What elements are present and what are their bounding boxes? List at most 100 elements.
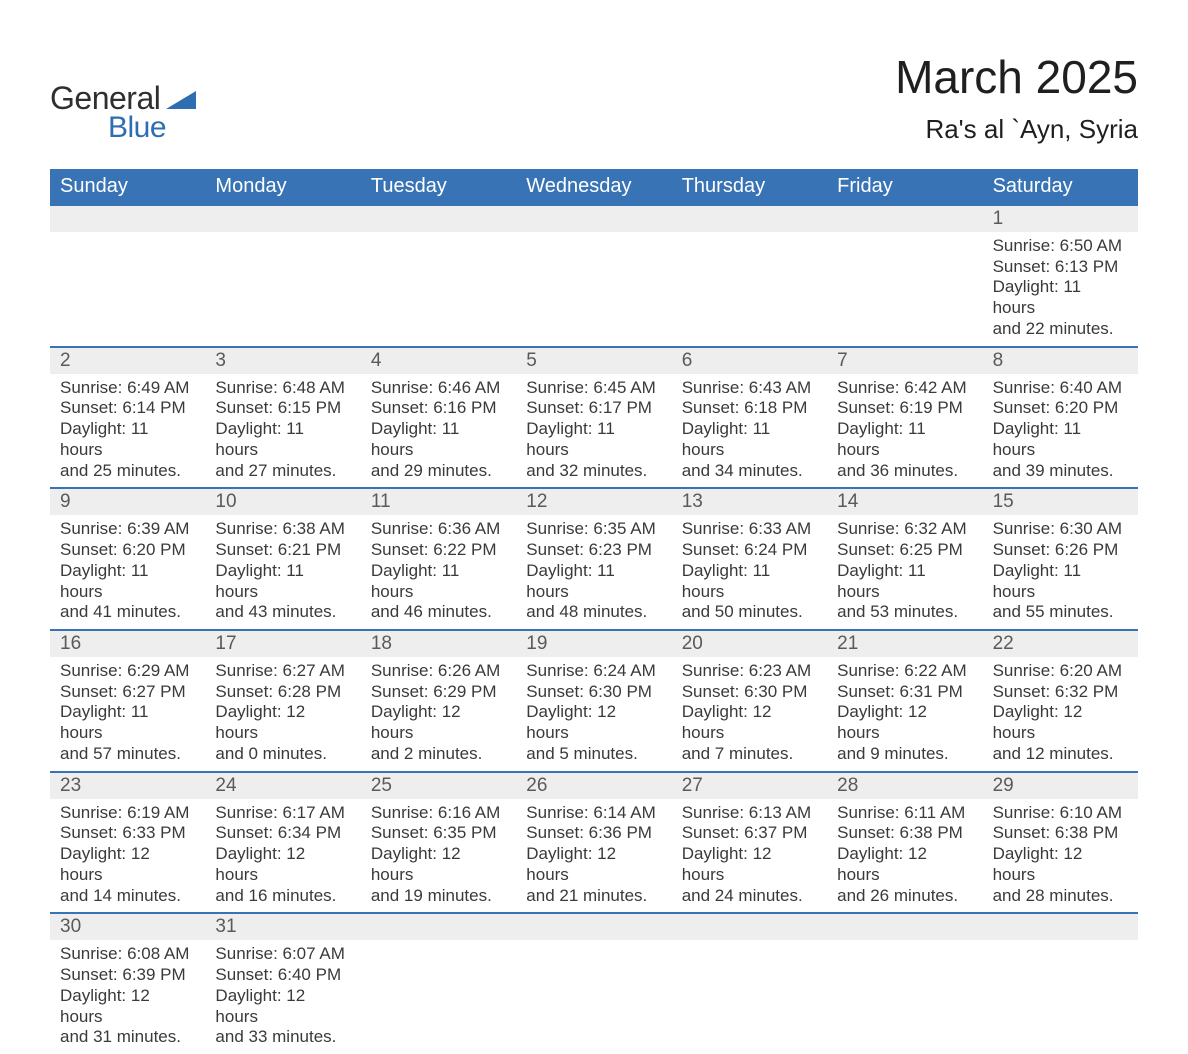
cell-d1: Daylight: 11 hours bbox=[682, 419, 817, 460]
day-number: 20 bbox=[672, 631, 827, 657]
month-title: March 2025 bbox=[895, 50, 1138, 104]
calendar-cell: Sunrise: 6:10 AMSunset: 6:38 PMDaylight:… bbox=[983, 799, 1138, 913]
cell-sr: Sunrise: 6:30 AM bbox=[993, 519, 1128, 540]
calendar-cell bbox=[827, 940, 982, 1054]
calendar-cell: Sunrise: 6:49 AMSunset: 6:14 PMDaylight:… bbox=[50, 374, 205, 488]
day-number: 21 bbox=[827, 631, 982, 657]
cell-ss: Sunset: 6:22 PM bbox=[371, 540, 506, 561]
calendar-cell-body: Sunrise: 6:40 AMSunset: 6:20 PMDaylight:… bbox=[983, 374, 1138, 488]
cell-d1: Daylight: 11 hours bbox=[837, 561, 972, 602]
cell-ss: Sunset: 6:32 PM bbox=[993, 682, 1128, 703]
calendar-cell: Sunrise: 6:35 AMSunset: 6:23 PMDaylight:… bbox=[516, 515, 671, 629]
cell-ss: Sunset: 6:14 PM bbox=[60, 398, 195, 419]
cell-d2: and 25 minutes. bbox=[60, 461, 195, 482]
calendar-cell-body: Sunrise: 6:24 AMSunset: 6:30 PMDaylight:… bbox=[516, 657, 671, 771]
cell-sr: Sunrise: 6:13 AM bbox=[682, 803, 817, 824]
day-number: 17 bbox=[205, 631, 360, 657]
calendar-cell: Sunrise: 6:40 AMSunset: 6:20 PMDaylight:… bbox=[983, 374, 1138, 488]
calendar-cell-body: Sunrise: 6:10 AMSunset: 6:38 PMDaylight:… bbox=[983, 799, 1138, 913]
calendar-cell-body: Sunrise: 6:16 AMSunset: 6:35 PMDaylight:… bbox=[361, 799, 516, 913]
cell-d1: Daylight: 11 hours bbox=[682, 561, 817, 602]
calendar-cell-body: Sunrise: 6:08 AMSunset: 6:39 PMDaylight:… bbox=[50, 940, 205, 1054]
cell-d2: and 48 minutes. bbox=[526, 602, 661, 623]
cell-d1: Daylight: 12 hours bbox=[837, 844, 972, 885]
day-number bbox=[983, 914, 1138, 940]
cell-ss: Sunset: 6:35 PM bbox=[371, 823, 506, 844]
calendar-cell: Sunrise: 6:30 AMSunset: 6:26 PMDaylight:… bbox=[983, 515, 1138, 629]
day-number: 27 bbox=[672, 773, 827, 799]
cell-ss: Sunset: 6:30 PM bbox=[682, 682, 817, 703]
calendar-cell: Sunrise: 6:29 AMSunset: 6:27 PMDaylight:… bbox=[50, 657, 205, 771]
calendar-cell-body: Sunrise: 6:38 AMSunset: 6:21 PMDaylight:… bbox=[205, 515, 360, 629]
calendar-cell bbox=[205, 232, 360, 346]
calendar-cell-body bbox=[361, 232, 516, 242]
cell-sr: Sunrise: 6:46 AM bbox=[371, 378, 506, 399]
calendar-cell-body: Sunrise: 6:17 AMSunset: 6:34 PMDaylight:… bbox=[205, 799, 360, 913]
week-daynum-row: 2345678 bbox=[50, 348, 1138, 374]
calendar-cell: Sunrise: 6:45 AMSunset: 6:17 PMDaylight:… bbox=[516, 374, 671, 488]
cell-ss: Sunset: 6:38 PM bbox=[837, 823, 972, 844]
calendar-cell: Sunrise: 6:23 AMSunset: 6:30 PMDaylight:… bbox=[672, 657, 827, 771]
cell-d1: Daylight: 11 hours bbox=[60, 419, 195, 460]
calendar-cell: Sunrise: 6:46 AMSunset: 6:16 PMDaylight:… bbox=[361, 374, 516, 488]
calendar-header-row: Sunday Monday Tuesday Wednesday Thursday… bbox=[50, 169, 1138, 206]
brand-triangle-icon bbox=[166, 87, 196, 114]
cell-ss: Sunset: 6:17 PM bbox=[526, 398, 661, 419]
calendar-cell-body: Sunrise: 6:45 AMSunset: 6:17 PMDaylight:… bbox=[516, 374, 671, 488]
day-number bbox=[672, 914, 827, 940]
day-number: 1 bbox=[983, 206, 1138, 232]
calendar-cell: Sunrise: 6:17 AMSunset: 6:34 PMDaylight:… bbox=[205, 799, 360, 913]
weekday-header: Tuesday bbox=[361, 169, 516, 206]
brand-part2: Blue bbox=[108, 111, 196, 145]
cell-d1: Daylight: 11 hours bbox=[993, 561, 1128, 602]
day-number: 6 bbox=[672, 348, 827, 374]
cell-sr: Sunrise: 6:32 AM bbox=[837, 519, 972, 540]
calendar-cell bbox=[672, 940, 827, 1054]
day-number: 2 bbox=[50, 348, 205, 374]
cell-sr: Sunrise: 6:17 AM bbox=[215, 803, 350, 824]
cell-d2: and 41 minutes. bbox=[60, 602, 195, 623]
calendar-cell-body: Sunrise: 6:30 AMSunset: 6:26 PMDaylight:… bbox=[983, 515, 1138, 629]
day-number bbox=[827, 206, 982, 232]
weeks-container: 1Sunrise: 6:50 AMSunset: 6:13 PMDaylight… bbox=[50, 206, 1138, 1054]
calendar-cell: Sunrise: 6:43 AMSunset: 6:18 PMDaylight:… bbox=[672, 374, 827, 488]
calendar-cell: Sunrise: 6:13 AMSunset: 6:37 PMDaylight:… bbox=[672, 799, 827, 913]
day-number: 25 bbox=[361, 773, 516, 799]
week-daynum-row: 9101112131415 bbox=[50, 489, 1138, 515]
cell-d2: and 53 minutes. bbox=[837, 602, 972, 623]
day-number: 24 bbox=[205, 773, 360, 799]
calendar-cell-body: Sunrise: 6:22 AMSunset: 6:31 PMDaylight:… bbox=[827, 657, 982, 771]
calendar-cell bbox=[361, 940, 516, 1054]
calendar-cell: Sunrise: 6:48 AMSunset: 6:15 PMDaylight:… bbox=[205, 374, 360, 488]
cell-ss: Sunset: 6:23 PM bbox=[526, 540, 661, 561]
calendar-cell-body bbox=[516, 232, 671, 242]
calendar-cell bbox=[516, 940, 671, 1054]
day-number: 22 bbox=[983, 631, 1138, 657]
calendar-cell-body: Sunrise: 6:19 AMSunset: 6:33 PMDaylight:… bbox=[50, 799, 205, 913]
cell-d1: Daylight: 11 hours bbox=[215, 561, 350, 602]
calendar-cell bbox=[516, 232, 671, 346]
calendar-cell-body bbox=[827, 940, 982, 950]
cell-d1: Daylight: 12 hours bbox=[993, 844, 1128, 885]
calendar-cell: Sunrise: 6:22 AMSunset: 6:31 PMDaylight:… bbox=[827, 657, 982, 771]
calendar-cell: Sunrise: 6:07 AMSunset: 6:40 PMDaylight:… bbox=[205, 940, 360, 1054]
cell-sr: Sunrise: 6:11 AM bbox=[837, 803, 972, 824]
cell-ss: Sunset: 6:34 PM bbox=[215, 823, 350, 844]
cell-sr: Sunrise: 6:45 AM bbox=[526, 378, 661, 399]
cell-sr: Sunrise: 6:27 AM bbox=[215, 661, 350, 682]
cell-d2: and 22 minutes. bbox=[993, 319, 1128, 340]
cell-sr: Sunrise: 6:26 AM bbox=[371, 661, 506, 682]
calendar-cell-body: Sunrise: 6:32 AMSunset: 6:25 PMDaylight:… bbox=[827, 515, 982, 629]
cell-ss: Sunset: 6:29 PM bbox=[371, 682, 506, 703]
day-number bbox=[672, 206, 827, 232]
cell-ss: Sunset: 6:20 PM bbox=[60, 540, 195, 561]
day-number: 15 bbox=[983, 489, 1138, 515]
day-number: 29 bbox=[983, 773, 1138, 799]
calendar-cell bbox=[827, 232, 982, 346]
day-number: 9 bbox=[50, 489, 205, 515]
weekday-header: Friday bbox=[827, 169, 982, 206]
cell-d1: Daylight: 11 hours bbox=[371, 561, 506, 602]
cell-d2: and 0 minutes. bbox=[215, 744, 350, 765]
week-body-row: Sunrise: 6:39 AMSunset: 6:20 PMDaylight:… bbox=[50, 515, 1138, 631]
week-body-row: Sunrise: 6:49 AMSunset: 6:14 PMDaylight:… bbox=[50, 374, 1138, 490]
